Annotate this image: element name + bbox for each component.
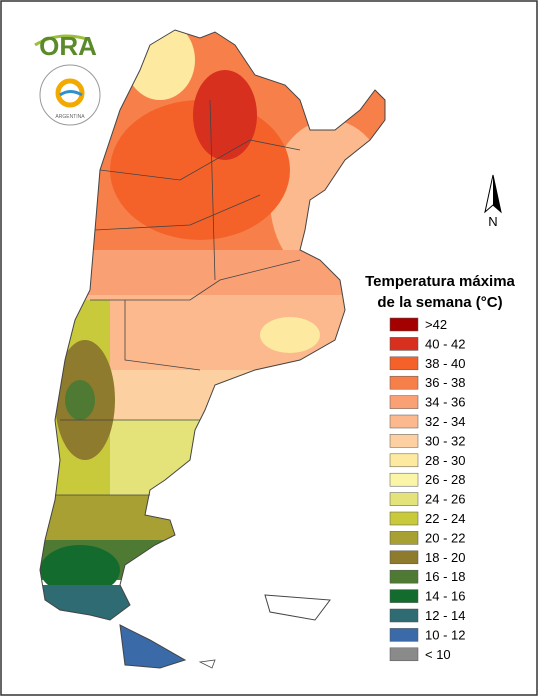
legend-swatch <box>389 453 419 468</box>
legend-swatch <box>389 375 419 390</box>
island <box>198 659 216 669</box>
legend-label: 26 - 28 <box>425 472 465 487</box>
north-label: N <box>488 214 497 229</box>
seal-sun <box>55 78 85 108</box>
legend-label: 22 - 24 <box>425 511 465 526</box>
legend-swatch <box>389 608 419 623</box>
legend-label: 12 - 14 <box>425 608 465 623</box>
legend-title: Temperatura máxima <box>365 273 515 290</box>
legend-label: 32 - 34 <box>425 414 465 429</box>
legend-swatch <box>389 647 419 662</box>
legend-label: 20 - 22 <box>425 530 465 545</box>
seal: ARGENTINA <box>39 64 101 126</box>
legend-label: 16 - 18 <box>425 569 465 584</box>
legend-label: 24 - 26 <box>425 492 465 507</box>
legend-label: >42 <box>425 317 447 332</box>
legend-swatch <box>389 356 419 371</box>
legend-label: 14 - 16 <box>425 589 465 604</box>
legend-swatch <box>389 395 419 409</box>
legend-label: 30 - 32 <box>425 433 465 448</box>
legend-title: de la semana (°C) <box>377 294 502 311</box>
province-borders <box>55 99 301 496</box>
arrow-half <box>493 175 501 212</box>
logo: ORA <box>34 31 97 61</box>
legend-swatch <box>389 317 419 332</box>
legend-label: 10 - 12 <box>425 627 465 642</box>
legend-swatch <box>389 337 419 351</box>
islands <box>264 594 331 621</box>
legend-label: 28 - 30 <box>425 453 465 468</box>
legend-label: 18 - 20 <box>425 550 465 565</box>
legend-swatch <box>389 472 419 487</box>
legend-label: < 10 <box>425 647 451 662</box>
north-arrow: N <box>484 174 502 229</box>
legend-swatch <box>389 569 419 584</box>
legend-swatch <box>389 434 419 448</box>
legend-swatch <box>389 589 419 603</box>
seal-text: ARGENTINA <box>55 114 85 120</box>
legend-swatch <box>389 511 419 526</box>
legend: Temperatura máxima de la semana (°C) >42… <box>365 273 515 662</box>
legend-label: 38 - 40 <box>425 356 465 371</box>
logo-text: ORA <box>39 31 97 61</box>
legend-swatch <box>389 531 419 545</box>
seal-wave <box>59 90 83 97</box>
legend-label: 34 - 36 <box>425 395 465 410</box>
seal-ring <box>39 64 101 126</box>
legend-label: 40 - 42 <box>425 336 465 351</box>
legend-label: 36 - 38 <box>425 375 465 390</box>
legend-swatch <box>389 550 419 565</box>
legend-swatch <box>389 492 419 506</box>
logo-swoosh <box>34 34 91 47</box>
legend-swatch <box>389 628 419 642</box>
legend-swatch <box>389 414 419 429</box>
